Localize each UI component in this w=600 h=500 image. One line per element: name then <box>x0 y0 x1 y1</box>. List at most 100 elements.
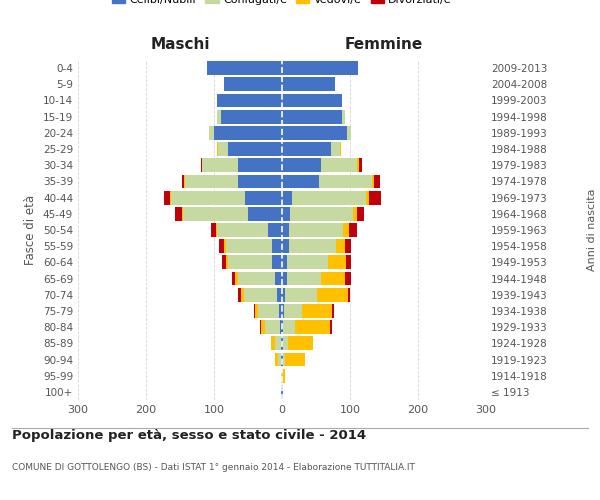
Bar <box>260 320 261 334</box>
Bar <box>330 320 332 334</box>
Bar <box>282 272 287 285</box>
Bar <box>238 272 275 285</box>
Bar <box>342 110 344 124</box>
Bar <box>214 126 282 140</box>
Bar <box>216 223 217 237</box>
Bar <box>282 256 287 270</box>
Bar <box>287 272 321 285</box>
Text: Maschi: Maschi <box>150 38 210 52</box>
Bar <box>282 110 342 124</box>
Bar <box>365 190 369 204</box>
Bar <box>282 94 342 108</box>
Bar <box>292 190 365 204</box>
Text: Anni di nascita: Anni di nascita <box>587 188 597 271</box>
Bar <box>238 158 282 172</box>
Bar <box>346 256 352 270</box>
Bar <box>207 61 282 75</box>
Bar <box>282 190 292 204</box>
Bar <box>235 272 238 285</box>
Bar <box>209 126 214 140</box>
Bar <box>283 320 295 334</box>
Bar <box>254 304 255 318</box>
Bar <box>282 385 283 399</box>
Bar <box>171 190 245 204</box>
Bar <box>322 158 358 172</box>
Bar <box>282 223 289 237</box>
Bar <box>201 158 202 172</box>
Bar <box>272 256 282 270</box>
Bar <box>170 190 171 204</box>
Legend: Celibi/Nubili, Coniugati/e, Vedovi/e, Divorziati/e: Celibi/Nubili, Coniugati/e, Vedovi/e, Di… <box>107 0 457 10</box>
Bar <box>278 304 282 318</box>
Bar <box>220 240 224 253</box>
Bar <box>226 240 272 253</box>
Bar <box>353 207 357 220</box>
Bar <box>221 110 282 124</box>
Bar <box>281 352 282 366</box>
Bar <box>321 272 345 285</box>
Bar <box>202 158 238 172</box>
Bar <box>280 320 282 334</box>
Bar <box>282 174 319 188</box>
Bar <box>332 304 334 318</box>
Bar <box>282 352 283 366</box>
Y-axis label: Fasce di età: Fasce di età <box>25 195 37 265</box>
Bar <box>337 240 345 253</box>
Bar <box>282 158 322 172</box>
Bar <box>285 352 305 366</box>
Bar <box>317 288 348 302</box>
Bar <box>282 61 358 75</box>
Bar <box>289 223 343 237</box>
Bar <box>248 207 282 220</box>
Bar <box>283 336 288 350</box>
Bar <box>348 288 350 302</box>
Bar <box>164 190 170 204</box>
Text: COMUNE DI GOTTOLENGO (BS) - Dati ISTAT 1° gennaio 2014 - Elaborazione TUTTITALIA: COMUNE DI GOTTOLENGO (BS) - Dati ISTAT 1… <box>12 464 415 472</box>
Bar <box>272 240 282 253</box>
Bar <box>218 142 227 156</box>
Bar <box>369 190 381 204</box>
Bar <box>211 223 216 237</box>
Bar <box>282 288 286 302</box>
Bar <box>281 336 282 350</box>
Bar <box>340 142 341 156</box>
Bar <box>238 288 241 302</box>
Bar <box>232 272 235 285</box>
Bar <box>281 369 282 382</box>
Bar <box>358 158 359 172</box>
Bar <box>245 190 282 204</box>
Bar <box>281 385 282 399</box>
Bar <box>182 207 184 220</box>
Bar <box>184 174 185 188</box>
Bar <box>244 288 277 302</box>
Bar <box>345 272 350 285</box>
Bar <box>357 207 364 220</box>
Bar <box>282 320 283 334</box>
Bar <box>217 142 218 156</box>
Bar <box>286 288 317 302</box>
Bar <box>349 223 357 237</box>
Bar <box>288 336 313 350</box>
Bar <box>302 304 332 318</box>
Bar <box>182 174 184 188</box>
Bar <box>289 240 337 253</box>
Bar <box>238 174 282 188</box>
Bar <box>241 288 244 302</box>
Bar <box>374 174 380 188</box>
Bar <box>282 207 290 220</box>
Bar <box>185 174 238 188</box>
Bar <box>282 142 331 156</box>
Bar <box>275 272 282 285</box>
Bar <box>184 207 248 220</box>
Bar <box>287 256 328 270</box>
Text: Popolazione per età, sesso e stato civile - 2014: Popolazione per età, sesso e stato civil… <box>12 430 366 442</box>
Bar <box>277 288 282 302</box>
Bar <box>283 352 285 366</box>
Bar <box>258 304 278 318</box>
Bar <box>217 94 282 108</box>
Bar <box>268 223 282 237</box>
Bar <box>345 240 352 253</box>
Bar <box>222 256 226 270</box>
Bar <box>282 240 289 253</box>
Bar <box>265 320 280 334</box>
